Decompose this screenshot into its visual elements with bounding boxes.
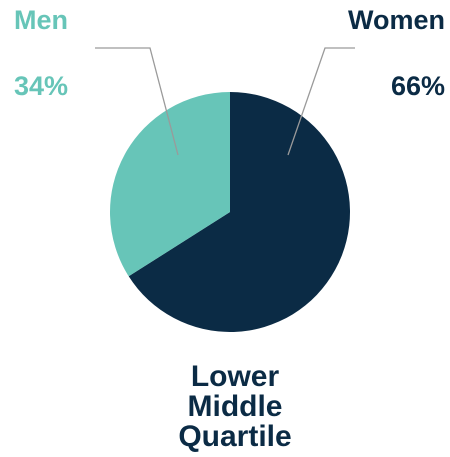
leader-line — [287, 47, 355, 156]
title-line: Lower — [191, 360, 280, 393]
value-label: 66% — [391, 71, 445, 101]
legend-label: Women — [348, 5, 445, 35]
title-line: Middle — [188, 390, 283, 423]
chart-title: Lower Middle Quartile — [178, 360, 291, 453]
leader-line — [95, 47, 179, 156]
pie-slice — [128, 92, 350, 332]
title-line: Quartile — [178, 420, 291, 453]
legend-label: Men — [14, 5, 68, 35]
value-label: 34% — [14, 71, 68, 101]
pie-slice — [110, 92, 230, 277]
